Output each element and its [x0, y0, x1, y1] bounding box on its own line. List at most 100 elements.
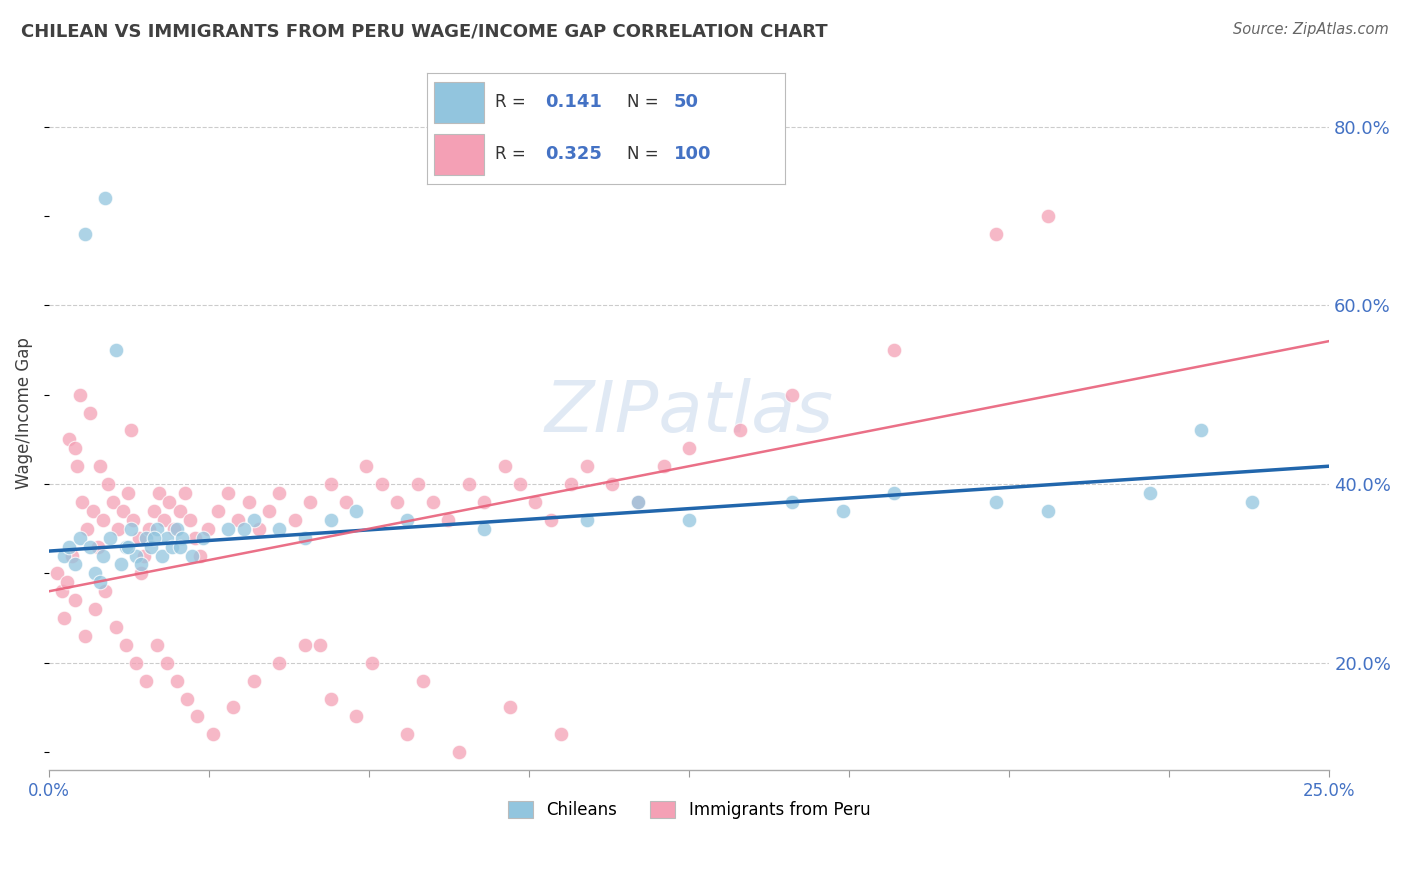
Point	[91, 513, 114, 527]
Point	[58, 433, 80, 447]
Point	[100, 531, 122, 545]
Point	[284, 513, 307, 527]
Point	[524, 495, 547, 509]
Point	[117, 486, 139, 500]
Point	[294, 638, 316, 652]
Point	[91, 549, 114, 563]
Point	[76, 522, 98, 536]
Point	[107, 522, 129, 536]
Point	[294, 531, 316, 545]
Point	[678, 442, 700, 456]
Point	[201, 727, 224, 741]
Point	[53, 611, 76, 625]
Point	[186, 709, 208, 723]
Point	[53, 549, 76, 563]
Point	[269, 522, 291, 536]
Point	[110, 558, 132, 572]
Point	[86, 540, 108, 554]
Point	[217, 522, 239, 536]
Point	[128, 531, 150, 545]
Point	[150, 549, 173, 563]
Point	[499, 700, 522, 714]
Point	[883, 343, 905, 357]
Point	[396, 513, 419, 527]
Point	[82, 504, 104, 518]
Point	[56, 575, 79, 590]
Point	[560, 477, 582, 491]
Point	[129, 558, 152, 572]
Text: CHILEAN VS IMMIGRANTS FROM PERU WAGE/INCOME GAP CORRELATION CHART: CHILEAN VS IMMIGRANTS FROM PERU WAGE/INC…	[21, 22, 828, 40]
Point	[156, 531, 179, 545]
Point	[120, 522, 142, 536]
Point	[148, 486, 170, 500]
Point	[191, 531, 214, 545]
Point	[122, 513, 145, 527]
Point	[550, 727, 572, 741]
Point	[1241, 495, 1264, 509]
Point	[1036, 504, 1059, 518]
Point	[156, 656, 179, 670]
Point	[94, 191, 117, 205]
Point	[104, 343, 127, 357]
Point	[142, 531, 165, 545]
Point	[1139, 486, 1161, 500]
Point	[51, 584, 73, 599]
Point	[72, 495, 94, 509]
Point	[360, 656, 382, 670]
Point	[117, 540, 139, 554]
Point	[217, 486, 239, 500]
Point	[58, 540, 80, 554]
Point	[319, 691, 342, 706]
Point	[63, 558, 86, 572]
Point	[197, 522, 219, 536]
Point	[89, 459, 111, 474]
Point	[138, 522, 160, 536]
Point	[228, 513, 250, 527]
Point	[172, 531, 194, 545]
Point	[79, 406, 101, 420]
Point	[299, 495, 322, 509]
Point	[831, 504, 853, 518]
Point	[120, 424, 142, 438]
Point	[986, 495, 1008, 509]
Point	[135, 531, 157, 545]
Point	[309, 638, 332, 652]
Point	[222, 700, 245, 714]
Point	[169, 504, 191, 518]
Point	[73, 629, 96, 643]
Point	[73, 227, 96, 241]
Point	[153, 513, 176, 527]
Point	[243, 673, 266, 688]
Point	[169, 540, 191, 554]
Point	[406, 477, 429, 491]
Point	[104, 620, 127, 634]
Point	[188, 549, 211, 563]
Point	[157, 495, 180, 509]
Point	[114, 540, 136, 554]
Point	[176, 691, 198, 706]
Point	[319, 477, 342, 491]
Point	[166, 522, 188, 536]
Point	[207, 504, 229, 518]
Point	[114, 638, 136, 652]
Point	[166, 673, 188, 688]
Point	[89, 575, 111, 590]
Point	[422, 495, 444, 509]
Point	[132, 549, 155, 563]
Point	[447, 745, 470, 759]
Point	[66, 459, 89, 474]
Point	[344, 504, 367, 518]
Point	[678, 513, 700, 527]
Point	[125, 549, 148, 563]
Point	[145, 638, 167, 652]
Point	[84, 602, 107, 616]
Point	[575, 513, 598, 527]
Point	[97, 477, 120, 491]
Point	[69, 387, 91, 401]
Point	[142, 504, 165, 518]
Point	[269, 486, 291, 500]
Point	[472, 495, 495, 509]
Point	[125, 656, 148, 670]
Point	[396, 727, 419, 741]
Point	[986, 227, 1008, 241]
